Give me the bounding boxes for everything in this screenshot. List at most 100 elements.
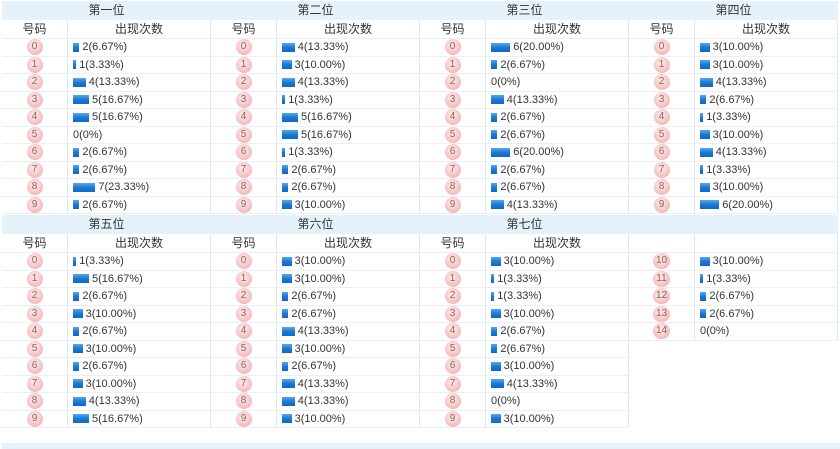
frequency-bar [282,414,292,424]
count-cell: 1(3.33%) [695,161,838,178]
frequency-bar [491,95,504,105]
frequency-label: 0(0%) [491,76,521,89]
frequency-row: 10 3(10.00%) [629,253,838,271]
count-column-header: 出现次数 [486,234,629,252]
frequency-row: 3 1(3.33%) [211,91,420,109]
frequency-row: 7 2(6.67%) [420,161,629,179]
frequency-row: 6 1(3.33%) [211,144,420,162]
number-cell: 0 [629,39,695,56]
frequency-row: 4 4(13.33%) [211,323,420,341]
frequency-bar [73,326,80,336]
frequency-bar [700,165,704,175]
number-cell: 10 [629,253,695,270]
number-cell: 4 [2,109,68,126]
frequency-bar [491,291,495,301]
frequency-row: 4 2(6.67%) [2,323,211,341]
count-cell: 2(6.67%) [695,91,838,108]
count-cell: 4(13.33%) [277,39,420,56]
frequency-label: 2(6.67%) [82,290,128,303]
count-cell: 1(3.33%) [68,56,211,73]
number-badge: 0 [26,253,43,270]
frequency-row: 1 5(16.67%) [2,270,211,288]
frequency-bar [700,60,710,70]
number-badge: 8 [235,393,252,410]
number-badge: 4 [653,109,670,126]
number-badge: 6 [444,144,461,161]
frequency-label: 2(6.67%) [500,163,546,176]
number-cell: 9 [2,196,68,213]
panel-rows: 0 3(10.00%) 1 3(10.00%) 2 4(13.33%) 3 2 [629,39,838,214]
count-cell: 2(6.67%) [68,358,211,375]
frequency-row: 5 2(6.67%) [420,340,629,358]
number-cell: 2 [211,74,277,91]
count-cell: 2(6.67%) [277,179,420,196]
frequency-row: 8 7(23.33%) [2,179,211,197]
frequency-label: 2(6.67%) [500,58,546,71]
number-badge: 2 [235,74,252,91]
frequency-row: 3 3(10.00%) [420,305,629,323]
number-cell: 2 [420,74,486,91]
frequency-row: 2 2(6.67%) [211,288,420,306]
frequency-bar [282,200,292,210]
number-cell: 7 [2,161,68,178]
panel-rows: 0 6(20.00%) 1 2(6.67%) 2 0(0%) 3 4(13.3 [420,39,629,214]
number-badge: 1 [444,56,461,73]
frequency-bar [73,361,80,371]
frequency-bar [700,200,720,210]
position-panel: 第五位 号码 出现次数 0 1(3.33%) 1 5(16.67%) 2 2(6… [2,215,211,428]
number-cell: 8 [211,393,277,410]
number-column-header: 号码 [211,234,277,252]
number-cell: 4 [211,109,277,126]
count-cell: 2(6.67%) [486,340,629,357]
number-column-header: 号码 [629,20,695,38]
number-badge: 2 [26,288,43,305]
number-badge: 5 [26,340,43,357]
frequency-bar [282,95,286,105]
panel-column-headers: 号码 出现次数 [2,20,211,39]
number-cell: 5 [211,126,277,143]
frequency-bar [700,42,710,52]
count-cell: 5(16.67%) [68,270,211,287]
count-cell: 3(10.00%) [695,126,838,143]
frequency-row: 0 3(10.00%) [629,39,838,57]
count-cell: 2(6.67%) [486,161,629,178]
number-badge: 5 [235,126,252,143]
frequency-bar [491,60,498,70]
frequency-label: 2(6.67%) [500,111,546,124]
frequency-row: 6 2(6.67%) [2,144,211,162]
number-cell: 0 [420,39,486,56]
frequency-row: 5 5(16.67%) [211,126,420,144]
number-cell: 7 [211,375,277,392]
frequency-label: 3(10.00%) [712,58,764,71]
number-badge: 6 [235,358,252,375]
frequency-row: 1 3(10.00%) [211,270,420,288]
frequency-row: 13 2(6.67%) [629,305,838,323]
frequency-bar [73,414,89,424]
frequency-label: 2(6.67%) [709,93,755,106]
count-cell: 2(6.67%) [486,56,629,73]
count-cell: 2(6.67%) [68,144,211,161]
count-cell: 3(10.00%) [277,270,420,287]
frequency-label: 3(10.00%) [294,412,346,425]
number-badge: 8 [444,179,461,196]
frequency-label: 2(6.67%) [500,181,546,194]
frequency-label: 2(6.67%) [709,290,755,303]
frequency-label: 5(16.67%) [92,93,143,106]
frequency-label: 4(13.33%) [506,93,558,106]
frequency-label: 2(6.67%) [291,181,337,194]
number-cell: 4 [2,323,68,340]
number-cell: 7 [2,375,68,392]
frequency-label: 4(13.33%) [297,395,349,408]
position-panel: 第四位 号码 出现次数 0 3(10.00%) 1 3(10.00%) 2 4(… [629,1,838,214]
next-section-header-band [2,443,840,449]
number-badge: 2 [653,74,670,91]
number-badge: 2 [235,288,252,305]
number-cell: 2 [629,74,695,91]
number-cell: 4 [211,323,277,340]
count-cell: 4(13.33%) [277,323,420,340]
count-cell: 1(3.33%) [277,144,420,161]
frequency-row: 7 2(6.67%) [2,161,211,179]
number-badge: 1 [235,270,252,287]
number-badge: 1 [235,56,252,73]
number-badge: 9 [444,196,461,213]
